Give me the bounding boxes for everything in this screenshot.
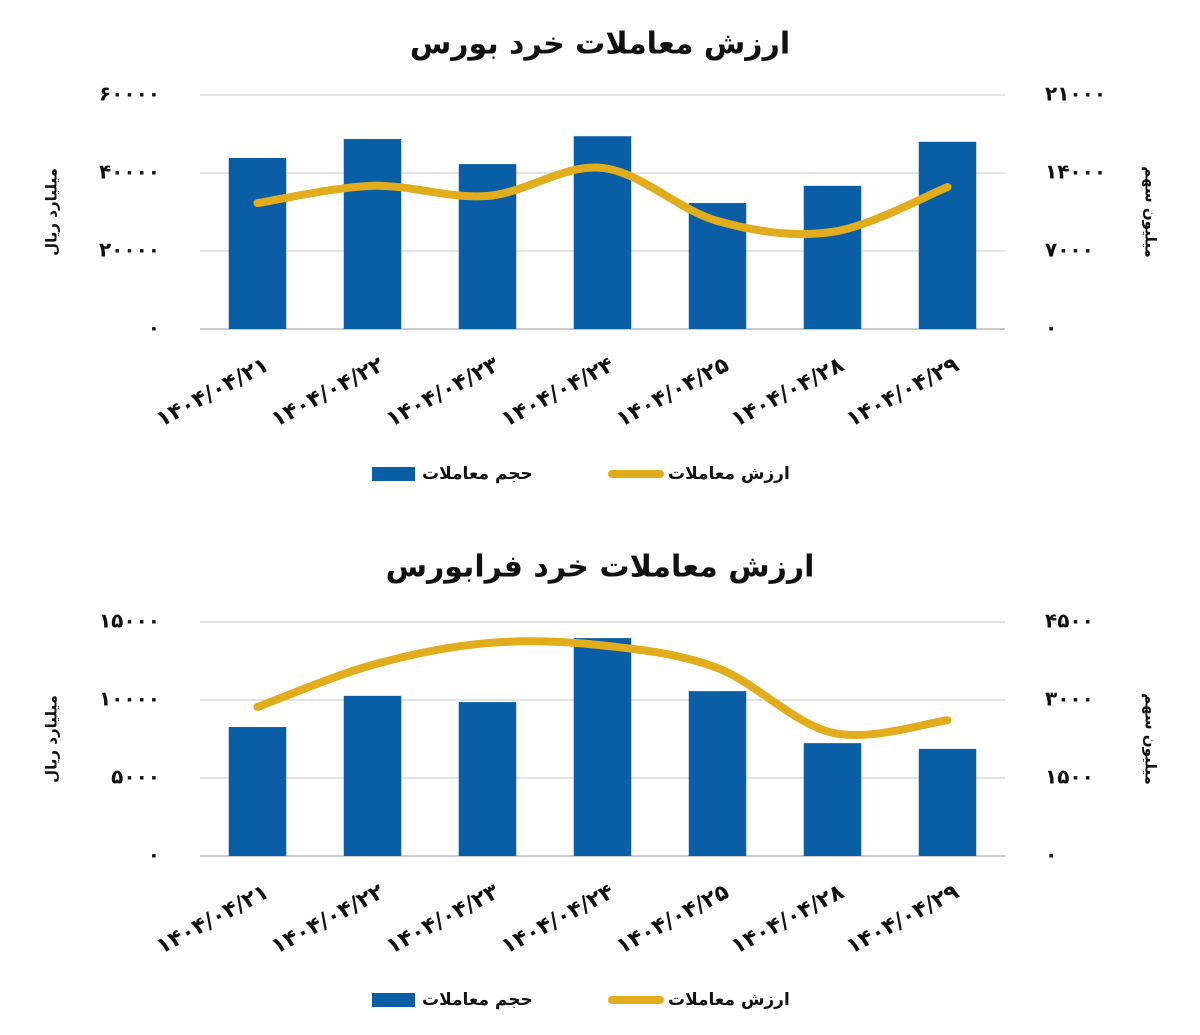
y-axis-label: میلیارد ریال (43, 168, 61, 256)
y2-axis-label: میلیون سهم (1142, 693, 1160, 785)
y-tick-label: ۱۵۰۰۰ (99, 609, 160, 633)
x-tick-label: ۱۴۰۴/۰۴/۲۳ (382, 352, 503, 432)
bar (688, 691, 747, 856)
y-tick-label: ۶۰۰۰۰ (99, 82, 160, 106)
legend-label: حجم معاملات (422, 990, 533, 1010)
x-tick-label: ۱۴۰۴/۰۴/۲۸ (727, 352, 848, 432)
y2-tick-label: ۳۰۰۰ (1045, 687, 1094, 711)
y-tick-label: ۵۰۰۰ (111, 765, 160, 789)
x-tick-label: ۱۴۰۴/۰۴/۲۱ (152, 353, 273, 433)
bar (228, 727, 287, 856)
x-tick-label: ۱۴۰۴/۰۴/۲۲ (267, 352, 388, 432)
x-tick-label: ۱۴۰۴/۰۴/۲۲ (267, 879, 388, 959)
x-tick-label: ۱۴۰۴/۰۴/۲۴ (497, 880, 618, 960)
legend-swatch (372, 993, 415, 1007)
line (253, 637, 952, 740)
legend-swatch (372, 467, 415, 481)
bar (803, 743, 862, 856)
bar (228, 157, 287, 329)
y-tick-label: ۲۰۰۰۰ (99, 238, 160, 262)
y-tick-label: ۰ (148, 316, 160, 340)
y2-tick-label: ۱۵۰۰ (1045, 765, 1094, 789)
y2-tick-label: ۰ (1045, 316, 1057, 340)
x-tick-label: ۱۴۰۴/۰۴/۲۱ (152, 880, 273, 960)
legend-label: ارزش معاملات (668, 990, 790, 1010)
y2-axis-label: میلیون سهم (1142, 166, 1160, 258)
x-tick-label: ۱۴۰۴/۰۴/۲۵ (612, 353, 733, 433)
x-tick-label: ۱۴۰۴/۰۴/۲۵ (612, 880, 733, 960)
legend-label: حجم معاملات (422, 464, 533, 484)
bar (458, 702, 517, 856)
x-tick-label: ۱۴۰۴/۰۴/۲۹ (842, 353, 963, 433)
legend-label: ارزش معاملات (668, 464, 790, 484)
y-tick-label: ۱۰۰۰۰ (99, 687, 160, 711)
bar (918, 141, 977, 329)
y2-tick-label: ۷۰۰۰ (1045, 238, 1094, 262)
x-tick-label: ۱۴۰۴/۰۴/۲۳ (382, 879, 503, 959)
y2-tick-label: ۰ (1045, 843, 1057, 867)
y2-tick-label: ۱۴۰۰۰ (1045, 160, 1106, 184)
x-tick-label: ۱۴۰۴/۰۴/۲۹ (842, 880, 963, 960)
bar (343, 695, 402, 856)
x-tick-label: ۱۴۰۴/۰۴/۲۸ (727, 879, 848, 959)
bar (573, 638, 632, 856)
chart-title: ارزش معاملات خرد بورس (410, 27, 790, 62)
line (253, 163, 952, 239)
y-tick-label: ۰ (148, 843, 160, 867)
bar (803, 185, 862, 329)
bar (343, 139, 402, 329)
x-tick-label: ۱۴۰۴/۰۴/۲۴ (497, 353, 618, 433)
bar (918, 748, 977, 856)
y2-tick-label: ۲۱۰۰۰ (1045, 82, 1106, 106)
y-axis-label: میلیارد ریال (43, 695, 61, 783)
chart-title: ارزش معاملات خرد فرابورس (386, 550, 815, 585)
y-tick-label: ۴۰۰۰۰ (99, 160, 160, 184)
y2-tick-label: ۴۵۰۰ (1045, 609, 1094, 633)
